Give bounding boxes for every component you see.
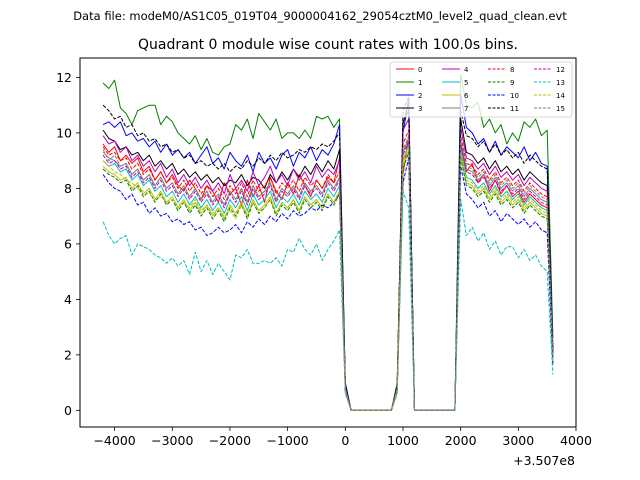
x-tick-label: −1000 bbox=[266, 433, 308, 448]
legend-label: 12 bbox=[556, 66, 565, 74]
legend-label: 3 bbox=[418, 105, 422, 113]
y-tick-label: 10 bbox=[56, 125, 72, 140]
x-tick-label: 0 bbox=[341, 433, 349, 448]
x-tick-label: 1000 bbox=[387, 433, 419, 448]
legend-label: 14 bbox=[556, 92, 565, 100]
legend-label: 7 bbox=[464, 105, 468, 113]
series-line-10 bbox=[102, 157, 554, 411]
legend-label: 2 bbox=[418, 92, 422, 100]
series-line-3 bbox=[102, 110, 554, 411]
series-line-8 bbox=[102, 129, 554, 411]
legend-label: 1 bbox=[418, 79, 422, 87]
x-tick-label: 2000 bbox=[445, 433, 477, 448]
x-offset-label: +3.507e8 bbox=[513, 453, 575, 468]
x-tick-label: −4000 bbox=[93, 433, 135, 448]
x-tick-label: 3000 bbox=[502, 433, 534, 448]
series-line-15 bbox=[102, 135, 554, 411]
series-line-11 bbox=[102, 96, 554, 411]
y-tick-label: 8 bbox=[64, 181, 72, 196]
series-line-12 bbox=[102, 140, 554, 411]
y-tick-label: 0 bbox=[64, 403, 72, 418]
x-tick-label: 4000 bbox=[560, 433, 592, 448]
y-tick-label: 6 bbox=[64, 236, 72, 251]
legend-label: 8 bbox=[510, 66, 514, 74]
series-line-4 bbox=[102, 118, 554, 411]
series-line-13 bbox=[102, 190, 554, 411]
y-tick-label: 12 bbox=[56, 70, 72, 85]
x-tick-label: −3000 bbox=[151, 433, 193, 448]
series-line-0 bbox=[102, 135, 554, 411]
series-line-9 bbox=[102, 151, 554, 411]
legend-label: 4 bbox=[464, 66, 469, 74]
legend-label: 5 bbox=[464, 79, 468, 87]
legend-box bbox=[389, 61, 573, 118]
y-tick-label: 4 bbox=[64, 292, 72, 307]
series-line-5 bbox=[102, 143, 554, 411]
legend-label: 0 bbox=[418, 66, 422, 74]
suptitle: Data file: modeM0/AS1C05_019T04_90000041… bbox=[73, 9, 567, 23]
axes-layer: −4000 −3000 −2000 −1000 0 1000 2000 3000 4000 0 2 4… bbox=[56, 70, 592, 448]
legend-label: 6 bbox=[464, 92, 469, 100]
legend-label: 10 bbox=[510, 92, 519, 100]
series-line-14 bbox=[102, 146, 554, 411]
series-layer bbox=[102, 74, 554, 411]
plot-frame bbox=[79, 57, 577, 428]
legend-label: 11 bbox=[510, 105, 519, 113]
chart-title: Quadrant 0 module wise count rates with … bbox=[138, 37, 518, 53]
x-tick-label: −2000 bbox=[209, 433, 251, 448]
legend-label: 15 bbox=[556, 105, 565, 113]
legend-label: 9 bbox=[510, 79, 514, 87]
legend-label: 13 bbox=[556, 79, 565, 87]
y-tick-label: 2 bbox=[64, 347, 72, 362]
